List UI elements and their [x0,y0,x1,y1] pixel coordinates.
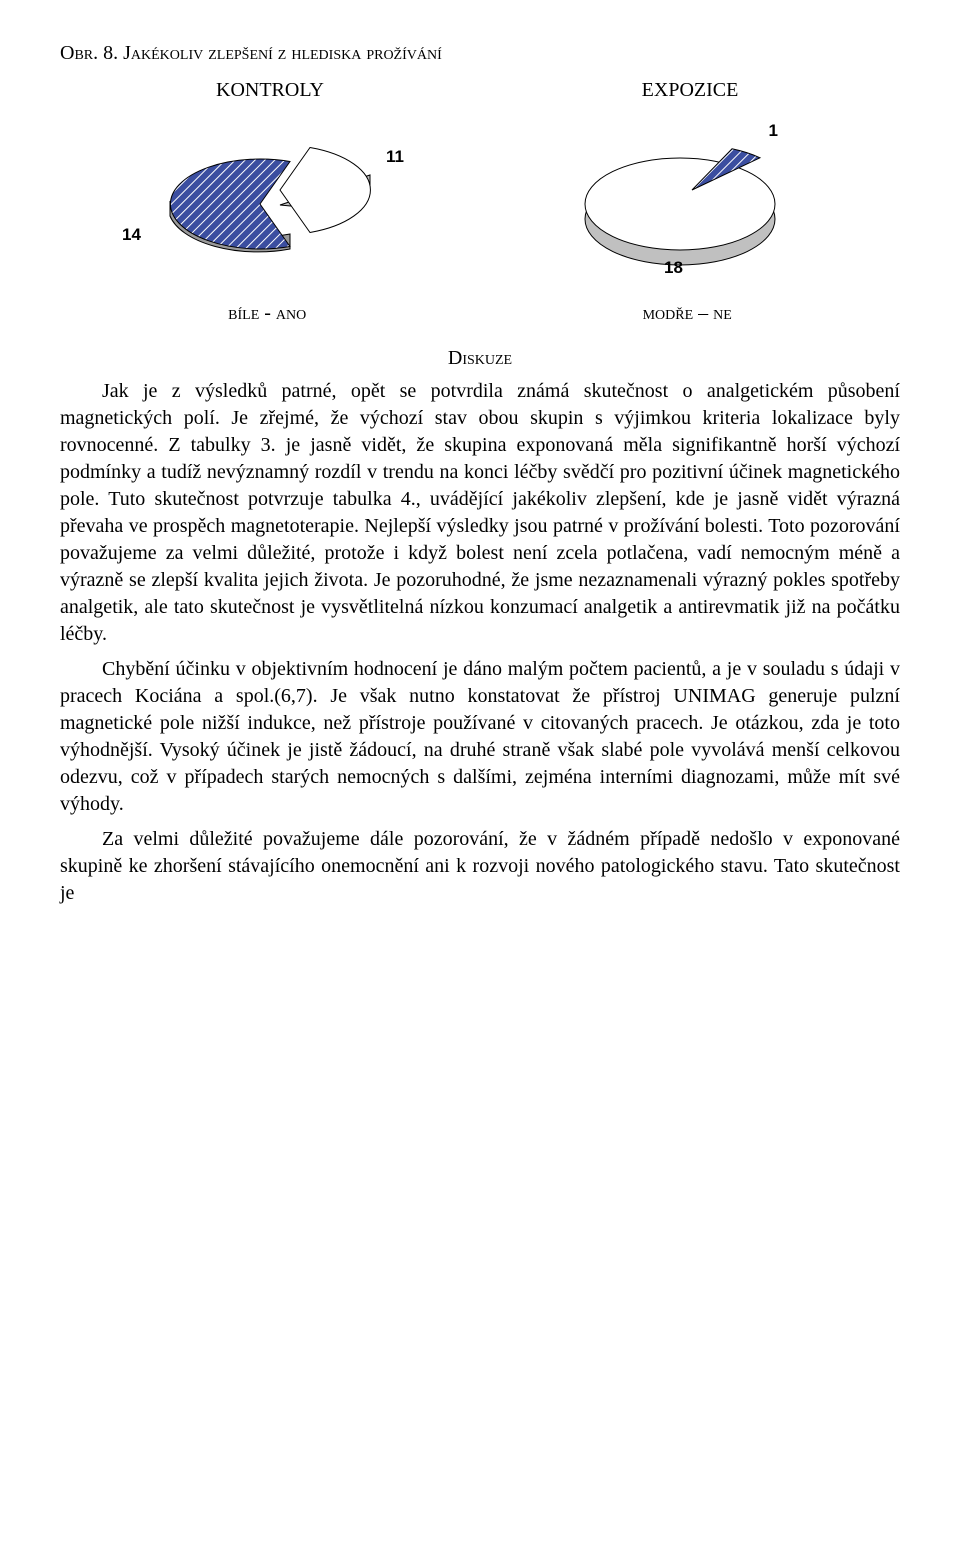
chart-left-val-b: 14 [122,224,141,247]
chart-left-title: KONTROLY [216,77,324,104]
chart-right-val-b: 18 [664,257,683,280]
chart-left-svg-wrap: 11 14 [140,116,400,276]
legend-right: modře – ne [643,300,732,327]
chart-left-val-a: 11 [386,146,404,169]
pie-chart-right [560,116,820,276]
figure-title: Obr. 8. Jakékoliv zlepšení z hlediska pr… [60,40,900,67]
charts-row: KONTROLY 11 [60,77,900,276]
chart-right-svg-wrap: 1 18 [560,116,820,276]
chart-right-val-a: 1 [769,120,778,143]
paragraph-3: Za velmi důležité považujeme dále pozoro… [60,826,900,907]
paragraph-1: Jak je z výsledků patrné, opět se potvrd… [60,378,900,648]
pie-chart-left [140,116,400,276]
figure-caption: Jakékoliv zlepšení z hlediska prožívání [123,42,442,64]
legend-row: bíle - ano modře – ne [60,300,900,327]
section-heading: Diskuze [60,345,900,372]
chart-right: EXPOZICE 1 18 [560,77,820,276]
paragraph-2: Chybění účinku v objektivním hodnocení j… [60,656,900,818]
chart-left: KONTROLY 11 [140,77,400,276]
chart-right-title: EXPOZICE [642,77,739,104]
legend-left: bíle - ano [228,300,306,327]
figure-prefix: Obr. 8. [60,42,118,64]
